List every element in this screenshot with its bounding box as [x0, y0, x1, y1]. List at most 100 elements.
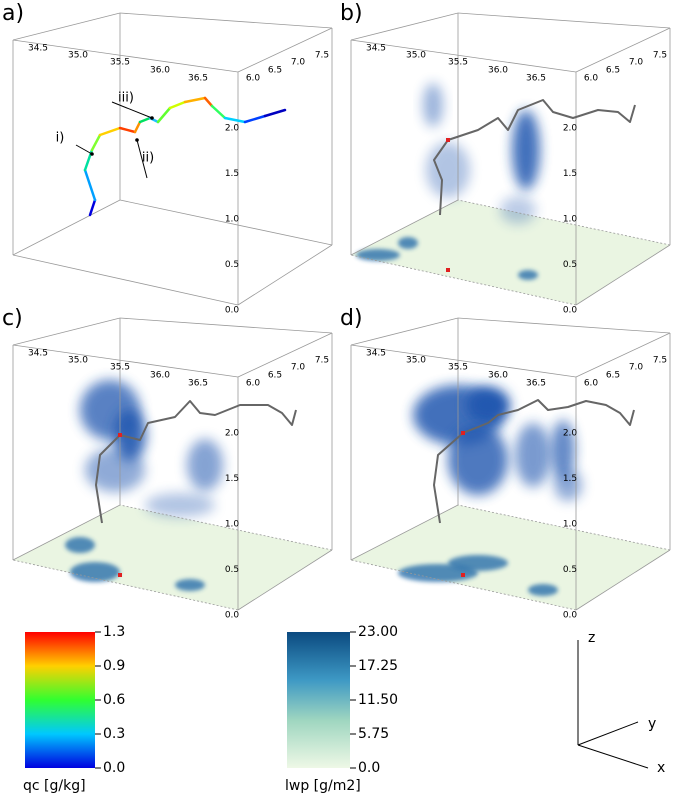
colorbar-tick-label: 5.75	[358, 726, 389, 742]
trajectory	[88, 198, 97, 217]
x-tick-label: 35.5	[110, 58, 130, 68]
y-tick-label: 6.0	[246, 379, 261, 389]
box-edge	[575, 244, 671, 306]
cloud	[500, 196, 536, 224]
parcel-marker	[118, 433, 122, 437]
axis-label: x	[657, 760, 665, 776]
z-tick-label: 2.0	[563, 429, 578, 439]
box-edge	[12, 344, 239, 378]
box-edge	[237, 27, 333, 73]
trajectory	[210, 104, 227, 120]
axis-label: y	[648, 716, 656, 732]
trajectory	[133, 120, 142, 134]
panel-label: c)	[2, 306, 23, 331]
x-tick-label: 36.5	[526, 379, 546, 389]
z-tick-label: 0.0	[563, 611, 578, 621]
colorbar-tick-label: 11.50	[358, 692, 398, 708]
z-tick-label: 0.0	[225, 306, 240, 316]
parcel-marker	[118, 573, 122, 577]
z-tick-label: 1.0	[563, 215, 578, 225]
x-tick-label: 36.5	[188, 74, 208, 84]
parcel-marker	[461, 431, 465, 435]
trajectory	[90, 133, 102, 152]
box-edge	[350, 344, 577, 378]
colorbar	[287, 632, 350, 768]
panel: d) 34.5 35.0 35.5 36.0 36.5 6.0 6.5 7.0 7.5 2.0 1.5…	[340, 306, 671, 621]
x-tick-label: 35.5	[448, 58, 468, 68]
z-tick-label: 1.0	[563, 520, 578, 530]
y-tick-label: 7.5	[653, 51, 667, 61]
z-tick-label: 1.5	[563, 474, 577, 484]
box-edge	[119, 199, 333, 246]
y-tick-label: 7.0	[291, 58, 306, 68]
box-edge	[12, 317, 121, 346]
box-edge	[12, 504, 121, 561]
box-edge	[575, 549, 671, 611]
annotation: i)	[56, 131, 65, 146]
panel: a) 34.5 35.0 35.5 36.0 36.5 6.0 6.5 7.0 7.5 2.0 1.5…	[2, 1, 333, 316]
lwp-patch	[65, 537, 95, 553]
lwp-patch	[448, 555, 508, 571]
x-tick-label: 34.5	[366, 44, 386, 54]
box-edge	[457, 317, 671, 334]
y-tick-label: 7.0	[629, 58, 644, 68]
box-edge	[119, 317, 333, 334]
z-tick-label: 1.0	[225, 520, 240, 530]
y-tick-label: 6.0	[246, 74, 261, 84]
lwp-patch	[70, 562, 120, 582]
colorbar	[25, 632, 95, 768]
y-tick-label: 6.0	[584, 379, 599, 389]
trajectory	[118, 126, 137, 134]
z-tick-label: 0.0	[563, 306, 578, 316]
ground-plane	[351, 505, 670, 610]
box-edge	[237, 244, 333, 306]
panel-label: d)	[340, 306, 363, 331]
cloud	[551, 420, 575, 480]
box-edge	[12, 559, 239, 611]
box-edge	[457, 504, 671, 551]
box-edge	[350, 12, 459, 41]
trajectory	[203, 96, 214, 108]
x-tick-label: 36.0	[150, 66, 170, 76]
box-edge	[237, 332, 333, 378]
box-edge	[350, 559, 577, 611]
z-tick-label: 0.5	[563, 565, 577, 575]
box-edge	[350, 39, 577, 73]
y-tick-label: 7.0	[629, 363, 644, 373]
trajectory	[138, 116, 152, 124]
y-tick-label: 6.5	[268, 371, 282, 381]
box-edge	[575, 27, 671, 73]
box-edge	[119, 504, 333, 551]
y-tick-label: 6.5	[268, 66, 282, 76]
z-tick-label: 2.0	[225, 124, 240, 134]
lwp-patch	[398, 237, 418, 249]
annotation-arrow	[75, 144, 93, 155]
trajectory	[433, 399, 635, 524]
x-tick-label: 36.0	[488, 371, 508, 381]
arrow-head	[150, 116, 154, 120]
z-tick-label: 0.5	[225, 260, 239, 270]
y-tick-label: 6.5	[606, 66, 620, 76]
z-tick-label: 1.5	[225, 474, 239, 484]
x-tick-label: 36.5	[188, 379, 208, 389]
y-tick-label: 7.5	[315, 51, 329, 61]
colorbar-label: qc [g/kg]	[23, 778, 86, 794]
colorbar-tick-label: 0.6	[103, 692, 125, 708]
box-edge	[457, 12, 671, 29]
lwp-patch	[175, 579, 205, 591]
arrow-head	[90, 152, 94, 156]
colorbar-tick-label: 1.3	[103, 624, 125, 640]
axis-arrow	[577, 721, 639, 746]
x-tick-label: 34.5	[366, 349, 386, 359]
box-edge	[12, 12, 121, 41]
cloud	[554, 469, 582, 501]
x-tick-label: 35.0	[68, 356, 88, 366]
ground-plane	[13, 505, 332, 610]
box-edge	[12, 199, 121, 256]
y-tick-label: 6.5	[606, 371, 620, 381]
z-tick-label: 0.5	[563, 260, 577, 270]
box-edge	[12, 254, 239, 306]
trajectory	[156, 106, 172, 124]
ground-plane	[351, 200, 670, 305]
